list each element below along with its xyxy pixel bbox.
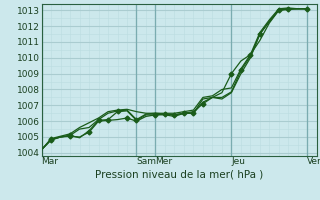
X-axis label: Pression niveau de la mer( hPa ): Pression niveau de la mer( hPa ) (95, 169, 263, 179)
